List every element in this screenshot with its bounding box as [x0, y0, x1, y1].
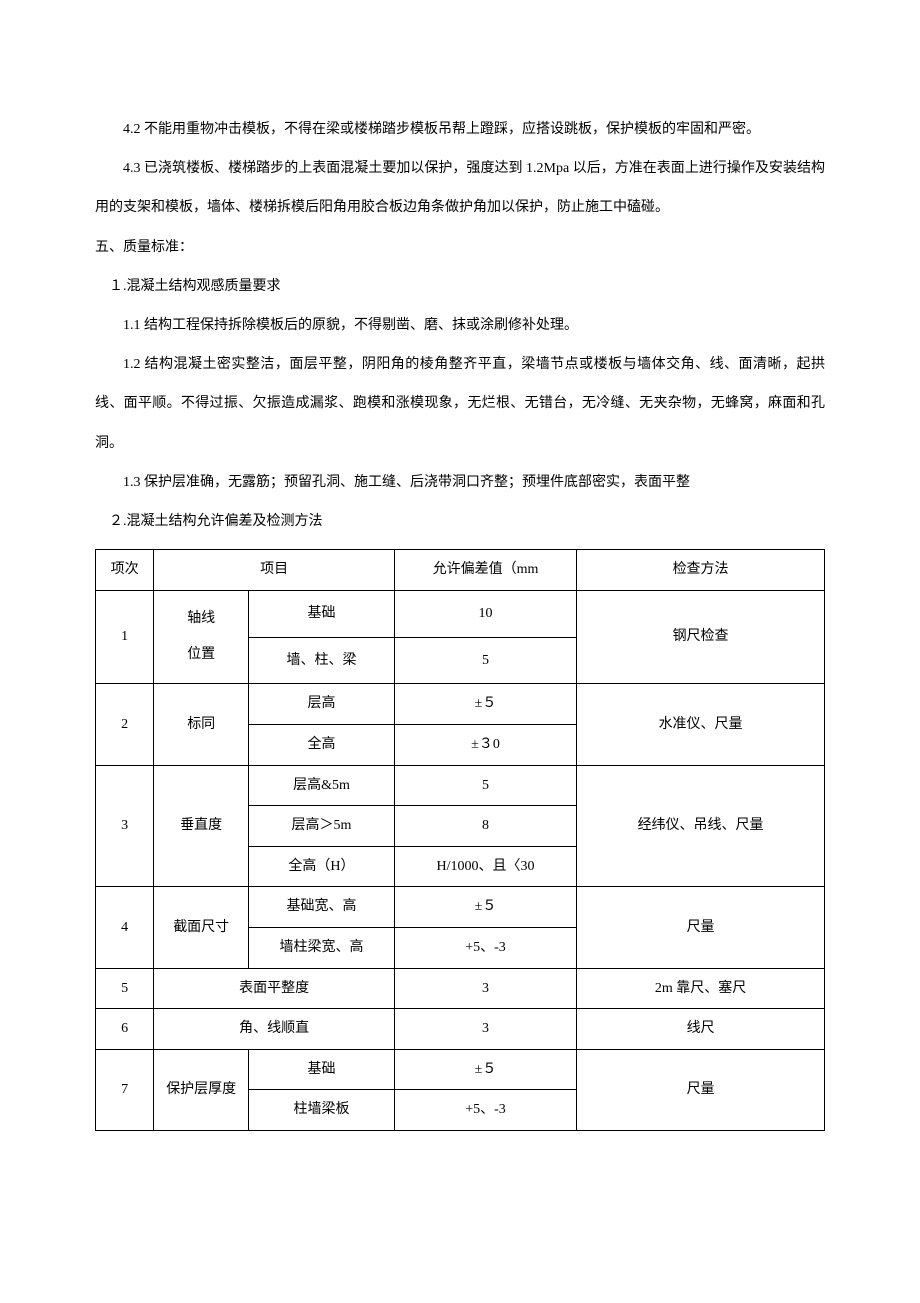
section-1: １.混凝土结构观感质量要求	[95, 267, 825, 306]
cell-method: 钢尺检查	[577, 590, 825, 684]
table-row: 3 垂直度 层高&5m 5 经纬仪、吊线、尺量	[96, 765, 825, 806]
cell-sub2: 基础宽、高	[249, 887, 395, 928]
cell-sub2: 基础	[249, 1049, 395, 1090]
cell-item: 角、线顺直	[154, 1009, 395, 1050]
cell-dev: 3	[394, 968, 576, 1009]
th-dev: 允许偏差值（mm	[394, 550, 576, 591]
cell-dev: 5	[394, 637, 576, 684]
cell-method: 线尺	[577, 1009, 825, 1050]
cell-sub2: 层高	[249, 684, 395, 725]
cell-sub1: 标同	[154, 684, 249, 765]
th-seq: 项次	[96, 550, 154, 591]
table-row: 5 表面平整度 3 2m 靠尺、塞尺	[96, 968, 825, 1009]
cell-sub2: 层高&5m	[249, 765, 395, 806]
cell-dev: 3	[394, 1009, 576, 1050]
cell-seq: 4	[96, 887, 154, 968]
cell-seq: 5	[96, 968, 154, 1009]
table-header-row: 项次 项目 允许偏差值（mm 检查方法	[96, 550, 825, 591]
cell-dev: ±３0	[394, 725, 576, 766]
cell-method: 水准仪、尺量	[577, 684, 825, 765]
cell-sub2: 全高	[249, 725, 395, 766]
cell-dev: ±５	[394, 1049, 576, 1090]
th-method: 检查方法	[577, 550, 825, 591]
cell-dev: ±５	[394, 684, 576, 725]
para-1-2: 1.2 结构混凝土密实整洁，面层平整，阴阳角的棱角整齐平直，梁墙节点或楼板与墙体…	[95, 345, 825, 463]
cell-sub1: 截面尺寸	[154, 887, 249, 968]
cell-dev: ±５	[394, 887, 576, 928]
cell-seq: 6	[96, 1009, 154, 1050]
cell-sub1: 轴线 位置	[154, 590, 249, 684]
cell-dev: H/1000、且〈30	[394, 846, 576, 887]
cell-sub2: 全高（H）	[249, 846, 395, 887]
cell-method: 经纬仪、吊线、尺量	[577, 765, 825, 887]
table-row: 4 截面尺寸 基础宽、高 ±５ 尺量	[96, 887, 825, 928]
cell-dev: 5	[394, 765, 576, 806]
heading-5: 五、质量标准：	[95, 228, 825, 267]
cell-seq: 3	[96, 765, 154, 887]
cell-item: 表面平整度	[154, 968, 395, 1009]
table-row: 7 保护层厚度 基础 ±５ 尺量	[96, 1049, 825, 1090]
para-1-1: 1.1 结构工程保持拆除模板后的原貌，不得剔凿、磨、抹或涂刷修补处理。	[95, 306, 825, 345]
cell-sub2: 墙、柱、梁	[249, 637, 395, 684]
cell-sub2: 墙柱梁宽、高	[249, 928, 395, 969]
cell-text: 轴线 位置	[158, 601, 244, 674]
table-row: 1 轴线 位置 基础 10 钢尺检查	[96, 590, 825, 637]
table-row: 2 标同 层高 ±５ 水准仪、尺量	[96, 684, 825, 725]
para-1-3: 1.3 保护层准确，无露筋；预留孔洞、施工缝、后浇带洞口齐整；预埋件底部密实，表…	[95, 463, 825, 502]
cell-sub2: 基础	[249, 590, 395, 637]
cell-method: 尺量	[577, 887, 825, 968]
cell-seq: 2	[96, 684, 154, 765]
cell-method: 2m 靠尺、塞尺	[577, 968, 825, 1009]
para-4-3: 4.3 已浇筑楼板、楼梯踏步的上表面混凝土要加以保护，强度达到 1.2Mpa 以…	[95, 149, 825, 227]
th-item: 项目	[154, 550, 395, 591]
cell-method: 尺量	[577, 1049, 825, 1130]
cell-dev: +5、-3	[394, 928, 576, 969]
deviation-table: 项次 项目 允许偏差值（mm 检查方法 1 轴线 位置 基础 10 钢尺检查 墙…	[95, 549, 825, 1131]
cell-sub1: 保护层厚度	[154, 1049, 249, 1130]
para-4-2: 4.2 不能用重物冲击模板，不得在梁或楼梯踏步模板吊帮上蹬踩，应搭设跳板，保护模…	[95, 110, 825, 149]
cell-sub1: 垂直度	[154, 765, 249, 887]
cell-sub2: 层高＞5m	[249, 806, 395, 847]
cell-seq: 7	[96, 1049, 154, 1130]
cell-dev: 10	[394, 590, 576, 637]
cell-dev: 8	[394, 806, 576, 847]
section-2: ２.混凝土结构允许偏差及检测方法	[95, 502, 825, 541]
cell-dev: +5、-3	[394, 1090, 576, 1131]
table-row: 6 角、线顺直 3 线尺	[96, 1009, 825, 1050]
cell-seq: 1	[96, 590, 154, 684]
cell-sub2: 柱墙梁板	[249, 1090, 395, 1131]
